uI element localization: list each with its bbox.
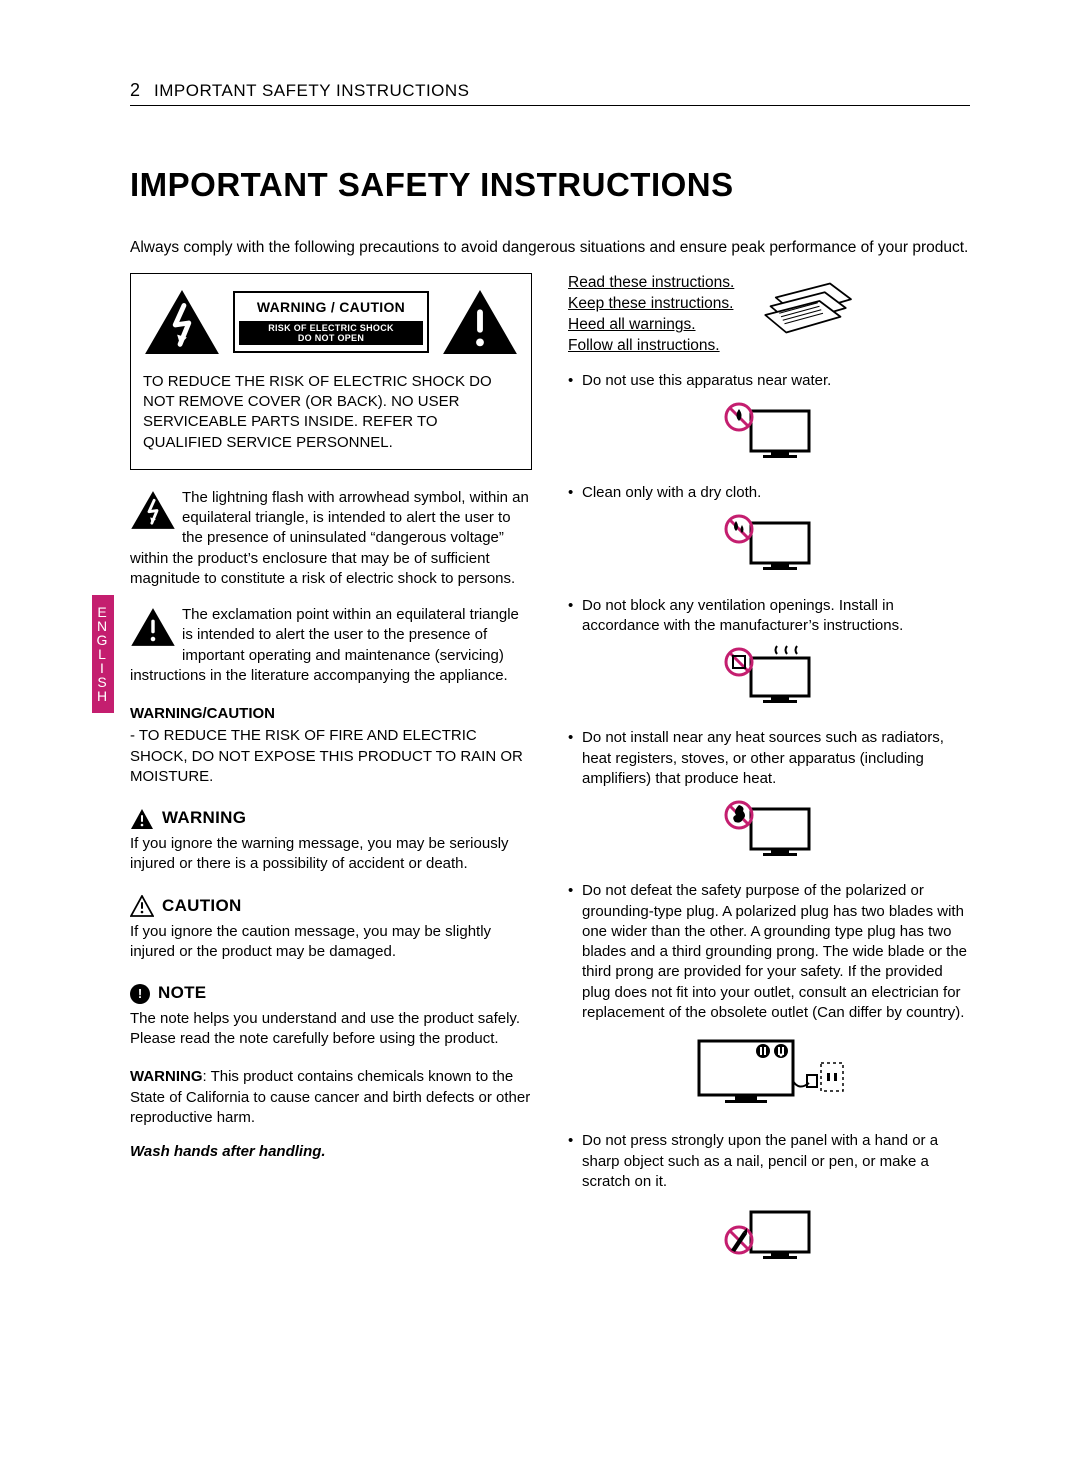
- california-warning-bold: WARNING: [130, 1068, 203, 1085]
- warning-heading: WARNING: [130, 807, 532, 830]
- lightning-explanation: The lightning flash with arrowhead symbo…: [130, 488, 532, 589]
- california-warning: WARNING: This product contains chemicals…: [130, 1067, 532, 1128]
- shock-triangle-small-icon: [130, 490, 176, 530]
- no-heat-illus: [568, 797, 970, 867]
- right-column: Read these instructions. Keep these inst…: [568, 273, 970, 1284]
- intro-paragraph: Always comply with the following precaut…: [130, 238, 970, 259]
- wash-hands: Wash hands after handling.: [130, 1142, 532, 1162]
- bullet-cloth: Clean only with a dry cloth.: [568, 483, 970, 503]
- wc-label: WARNING/CAUTION: [130, 704, 532, 724]
- wc-body: - TO REDUCE THE RISK OF FIRE AND ELECTRI…: [130, 726, 532, 787]
- bullet-press: Do not press strongly upon the panel wit…: [568, 1131, 970, 1192]
- tv-heat-icon: [719, 797, 819, 861]
- tv-dry-cloth-icon: [719, 511, 819, 575]
- tv-no-scratch-icon: [719, 1200, 819, 1264]
- running-header: 2 IMPORTANT SAFETY INSTRUCTIONS: [130, 80, 970, 106]
- exclaim-triangle-small-icon: [130, 607, 176, 647]
- bullet-heat: Do not install near any heat sources suc…: [568, 728, 970, 789]
- note-head-text: NOTE: [158, 982, 206, 1005]
- caution-head-text: CAUTION: [162, 895, 242, 918]
- wc-center-label: WARNING / CAUTION: [239, 298, 423, 317]
- wc-center-sub: RISK OF ELECTRIC SHOCK DO NOT OPEN: [239, 321, 423, 346]
- no-water-illus: [568, 399, 970, 469]
- note-circle-icon: !: [130, 984, 150, 1004]
- page-title: IMPORTANT SAFETY INSTRUCTIONS: [130, 166, 970, 204]
- warning-solid-icon: [130, 808, 154, 830]
- warning-body: If you ignore the warning message, you m…: [130, 834, 532, 875]
- tv-no-water-icon: [719, 399, 819, 463]
- exclaim-explanation: The exclamation point within an equilate…: [130, 605, 532, 686]
- caution-body: If you ignore the caution message, you m…: [130, 922, 532, 963]
- page-content: 2 IMPORTANT SAFETY INSTRUCTIONS IMPORTAN…: [0, 0, 1080, 1344]
- no-wet-illus: [568, 511, 970, 581]
- bullet-plug: Do not defeat the safety purpose of the …: [568, 881, 970, 1023]
- warning-box-body: TO REDUCE THE RISK OF ELECTRIC SHOCK DO …: [143, 372, 519, 453]
- tv-vent-icon: [719, 644, 819, 708]
- no-press-illus: [568, 1200, 970, 1270]
- note-body: The note helps you understand and use th…: [130, 1009, 532, 1050]
- language-tab-e: E: [95, 605, 111, 619]
- warning-caution-center: WARNING / CAUTION RISK OF ELECTRIC SHOCK…: [233, 291, 429, 354]
- shock-triangle-icon: [143, 288, 221, 356]
- tv-plug-icon: [689, 1031, 849, 1111]
- top-instr-3: Follow all instructions.: [568, 336, 734, 357]
- exclaim-text: The exclamation point within an equilate…: [130, 606, 519, 684]
- language-tab-i: I: [95, 661, 111, 675]
- exclaim-triangle-icon: [441, 288, 519, 356]
- warning-head-text: WARNING: [162, 807, 246, 830]
- page-number: 2: [130, 80, 140, 101]
- plug-illus: [568, 1031, 970, 1117]
- language-tab-g: G: [95, 633, 111, 647]
- language-tab-l: L: [95, 647, 111, 661]
- language-tab-s: S: [95, 675, 111, 689]
- left-column: WARNING / CAUTION RISK OF ELECTRIC SHOCK…: [130, 273, 532, 1284]
- top-instr-1: Keep these instructions.: [568, 294, 734, 315]
- note-heading: ! NOTE: [130, 982, 532, 1005]
- top-instr-2: Heed all warnings.: [568, 315, 734, 336]
- manual-papers-icon: [754, 273, 864, 343]
- running-title: IMPORTANT SAFETY INSTRUCTIONS: [154, 81, 470, 101]
- no-block-vent-illus: [568, 644, 970, 714]
- top-instr-0: Read these instructions.: [568, 273, 734, 294]
- bullet-vent: Do not block any ventilation openings. I…: [568, 596, 970, 637]
- top-instruction-list: Read these instructions. Keep these inst…: [568, 273, 734, 357]
- lightning-text: The lightning flash with arrowhead symbo…: [130, 489, 529, 587]
- warning-caution-box: WARNING / CAUTION RISK OF ELECTRIC SHOCK…: [130, 273, 532, 470]
- language-tab-n: N: [95, 619, 111, 633]
- language-tab: E N G L I S H: [92, 595, 114, 713]
- language-tab-h: H: [95, 689, 111, 703]
- caution-outline-icon: [130, 895, 154, 917]
- caution-heading: CAUTION: [130, 895, 532, 918]
- bullet-water: Do not use this apparatus near water.: [568, 371, 970, 391]
